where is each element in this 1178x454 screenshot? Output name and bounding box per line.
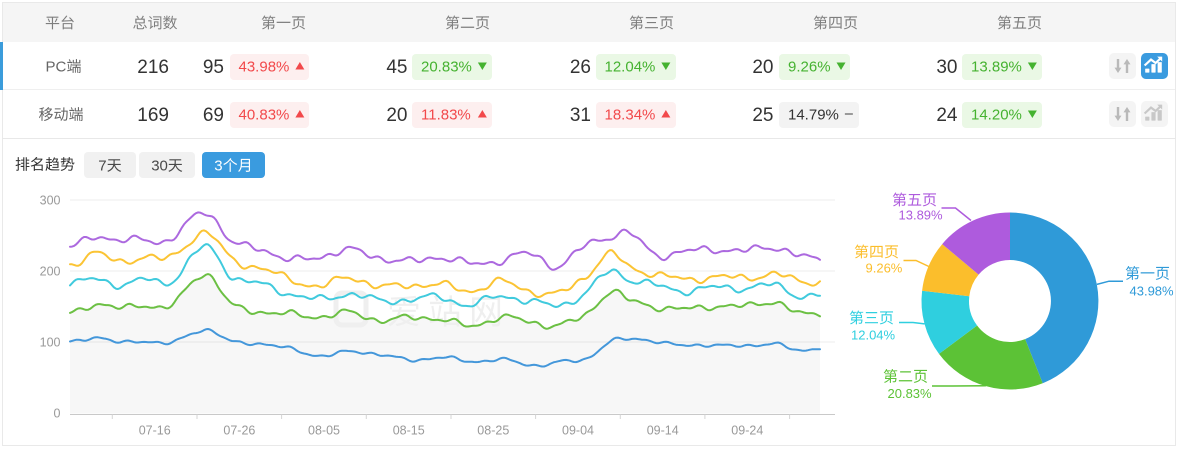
svg-text:13.89%: 13.89% bbox=[899, 208, 944, 223]
svg-text:169: 169 bbox=[137, 105, 169, 126]
svg-text:18.34%: 18.34% bbox=[605, 106, 656, 123]
svg-text:14.79%: 14.79% bbox=[788, 106, 839, 123]
svg-text:43.98%: 43.98% bbox=[1130, 284, 1175, 299]
svg-text:100: 100 bbox=[40, 335, 61, 349]
svg-text:20: 20 bbox=[386, 105, 407, 126]
svg-text:PC: PC bbox=[46, 58, 67, 75]
svg-text:30: 30 bbox=[936, 57, 957, 78]
svg-text:200: 200 bbox=[40, 264, 61, 278]
svg-text:08-05: 08-05 bbox=[308, 424, 340, 438]
svg-text:7: 7 bbox=[98, 157, 106, 174]
svg-text:31: 31 bbox=[570, 105, 591, 126]
svg-text:13.89%: 13.89% bbox=[971, 58, 1022, 75]
svg-text:09-04: 09-04 bbox=[562, 424, 594, 438]
svg-text:09-14: 09-14 bbox=[647, 424, 679, 438]
svg-text:11.83%: 11.83% bbox=[421, 106, 471, 123]
svg-text:30: 30 bbox=[151, 157, 168, 174]
svg-text:14.20%: 14.20% bbox=[971, 106, 1022, 123]
svg-text:20: 20 bbox=[752, 57, 773, 78]
svg-text:300: 300 bbox=[40, 193, 61, 207]
svg-text:08-15: 08-15 bbox=[393, 424, 425, 438]
svg-text:69: 69 bbox=[203, 105, 224, 126]
svg-text:45: 45 bbox=[386, 57, 407, 78]
svg-text:20.83%: 20.83% bbox=[888, 386, 933, 401]
svg-text:12.04%: 12.04% bbox=[605, 58, 656, 75]
svg-text:07-16: 07-16 bbox=[139, 424, 171, 438]
svg-text:43.98%: 43.98% bbox=[239, 58, 290, 75]
svg-text:0: 0 bbox=[54, 406, 61, 420]
svg-text:09-24: 09-24 bbox=[731, 424, 763, 438]
svg-text:20.83%: 20.83% bbox=[421, 58, 472, 75]
svg-text:08-25: 08-25 bbox=[477, 424, 509, 438]
svg-text:95: 95 bbox=[203, 57, 224, 78]
svg-text:12.04%: 12.04% bbox=[851, 328, 896, 343]
svg-text:25: 25 bbox=[752, 105, 773, 126]
svg-text:9.26%: 9.26% bbox=[788, 58, 831, 75]
svg-text:3: 3 bbox=[214, 157, 222, 174]
svg-text:24: 24 bbox=[936, 105, 958, 126]
svg-text:40.83%: 40.83% bbox=[239, 106, 290, 123]
svg-text:07-26: 07-26 bbox=[223, 424, 255, 438]
svg-text:9.26%: 9.26% bbox=[866, 260, 903, 275]
svg-text:216: 216 bbox=[137, 57, 169, 78]
svg-text:26: 26 bbox=[570, 57, 591, 78]
